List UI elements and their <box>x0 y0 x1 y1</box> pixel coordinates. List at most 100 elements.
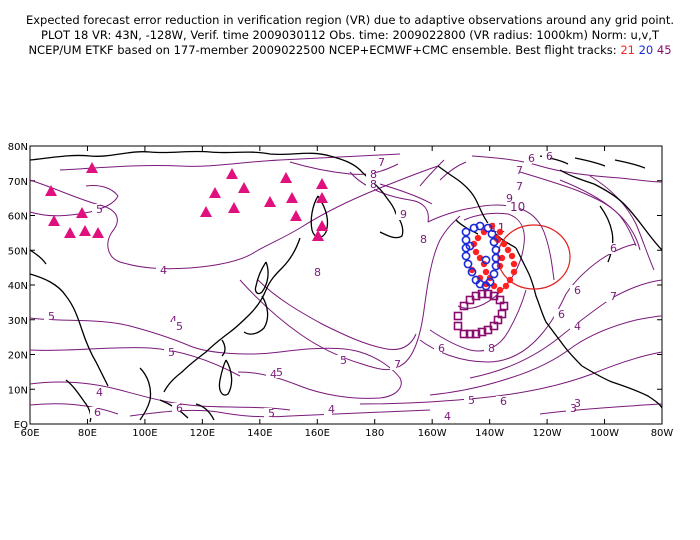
track-45-point <box>453 311 463 321</box>
contour-label-bg <box>512 165 520 176</box>
observation-triangle-marker <box>316 178 328 189</box>
track-45-point <box>459 329 469 339</box>
track-20-point <box>489 269 499 279</box>
observation-triangle-marker <box>226 168 238 179</box>
contour-label-bg <box>172 403 180 414</box>
observation-triangle-marker <box>228 202 240 213</box>
contour-label: 4 <box>328 403 335 416</box>
observation-triangle-marker <box>238 182 250 193</box>
track-21-point <box>498 254 506 262</box>
contour-label: 10 <box>510 200 525 214</box>
contour-label: 6 <box>500 395 507 408</box>
contour-label: 5 <box>96 203 103 216</box>
contour-label-bg <box>272 367 280 378</box>
observation-triangle-marker <box>286 192 298 203</box>
contour-7-north <box>379 183 433 205</box>
japan <box>243 295 269 335</box>
contour-label-bg <box>524 153 532 164</box>
lon-label: 80W <box>651 428 674 439</box>
contour-label-bg <box>264 408 272 419</box>
lat-label: 20N <box>8 351 28 362</box>
contour-label: 6 <box>610 242 617 255</box>
contour-6-east <box>419 243 637 363</box>
observation-triangle-marker <box>76 207 88 218</box>
contour-label-bg <box>390 359 398 370</box>
chukotka-coast <box>379 213 404 239</box>
contour-label-bg <box>396 209 404 220</box>
contour-label-bg <box>542 151 550 162</box>
contour-label: 5 <box>268 407 275 420</box>
contour-label-bg <box>434 343 442 354</box>
contour-label-bg <box>324 404 332 415</box>
contour-label: 6 <box>528 152 535 165</box>
track-20-point <box>461 227 471 237</box>
contour-5-west <box>29 185 119 217</box>
lat-label: 60N <box>8 212 28 223</box>
contour-label-bg <box>336 355 344 366</box>
contour-label: 7 <box>394 358 401 371</box>
track-21-point <box>496 286 504 294</box>
contour-label-bg <box>156 265 164 276</box>
observation-triangle-marker <box>312 230 324 241</box>
track-45-point <box>453 321 463 331</box>
lat-label: 50N <box>8 246 28 257</box>
contour-label-bg <box>440 411 448 422</box>
lat-label: EQ <box>14 420 28 431</box>
track-20-point <box>461 251 471 261</box>
contour-4-east <box>359 351 663 405</box>
contour-label-bg <box>366 179 374 190</box>
lon-label: 180 <box>365 428 384 439</box>
observation-triangles <box>45 162 328 241</box>
contour-3 <box>539 403 663 415</box>
observation-triangle-marker <box>209 187 221 198</box>
track-20-point <box>487 229 497 239</box>
contour-label: 7 <box>516 164 523 177</box>
track-45-label: 45 <box>656 43 672 57</box>
contour-label: 7 <box>516 180 523 193</box>
contour-7-inner <box>257 279 417 350</box>
canada-arctic-coast <box>559 169 663 251</box>
observation-triangle-marker <box>45 185 57 196</box>
lon-label: 80E <box>78 428 97 439</box>
contour-lines <box>29 153 663 418</box>
track-21-point <box>482 268 490 276</box>
contour-label: 9 <box>400 208 407 221</box>
eurasia-north-coast <box>29 150 397 215</box>
contour-6-north <box>289 161 399 175</box>
track-20-point <box>463 259 473 269</box>
track-45-point <box>477 327 487 337</box>
contour-5-mid <box>29 347 241 377</box>
contour-5-east <box>429 315 663 396</box>
lon-label: 60E <box>20 428 39 439</box>
track-45-point <box>483 289 493 299</box>
contour-label: 3 <box>570 402 577 415</box>
track-21-point <box>506 276 514 284</box>
contour-label: 8 <box>314 266 321 279</box>
track-21-point <box>496 228 504 236</box>
track-21-label: 21 <box>620 43 635 57</box>
track-45-point <box>471 329 481 339</box>
contour-5-north <box>59 153 401 171</box>
contour-label-bg <box>164 347 172 358</box>
lon-label: 140E <box>247 428 272 439</box>
contour-label: 4 <box>170 314 177 327</box>
contour-label: 4 <box>270 368 277 381</box>
title-line-3: NCEP/UM ETKF based on 177-member 2009022… <box>0 43 700 57</box>
taiwan <box>221 339 226 357</box>
track-21-point <box>504 246 512 254</box>
contour-label-bg <box>92 204 100 215</box>
track-20-label: 20 <box>638 43 654 57</box>
contour-label-bg <box>310 267 318 278</box>
contour-label-bg <box>484 343 492 354</box>
arctic-islands <box>539 155 646 169</box>
track-20-point <box>465 241 475 251</box>
observation-triangle-marker <box>316 220 328 231</box>
track-20-point <box>489 237 499 247</box>
track-20-point <box>469 223 479 233</box>
track-45-point <box>459 301 469 311</box>
borneo <box>195 403 215 421</box>
title-line-2: PLOT 18 VR: 43N, -128W, Verif. time 2009… <box>41 28 659 42</box>
contour-8-arctic-east <box>519 171 637 247</box>
